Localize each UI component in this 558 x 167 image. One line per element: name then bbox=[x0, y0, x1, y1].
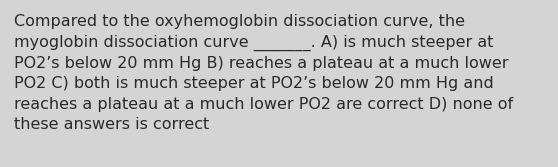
Text: Compared to the oxyhemoglobin dissociation curve, the
myoglobin dissociation cur: Compared to the oxyhemoglobin dissociati… bbox=[14, 14, 513, 132]
